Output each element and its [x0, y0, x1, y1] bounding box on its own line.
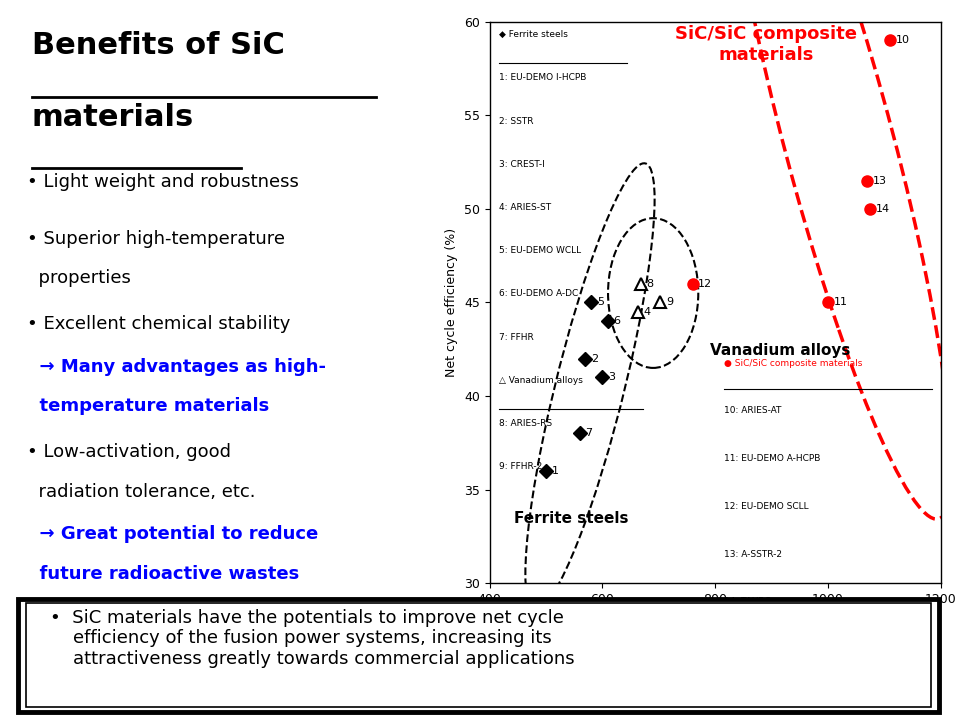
Text: 6: EU-DEMO A-DC: 6: EU-DEMO A-DC — [498, 289, 578, 299]
Text: 3: CREST-I: 3: CREST-I — [498, 160, 544, 168]
Text: Ferrite steels: Ferrite steels — [515, 511, 629, 526]
Text: ● SiC/SiC composite materials: ● SiC/SiC composite materials — [724, 359, 863, 367]
Text: •  SiC materials have the potentials to improve net cycle
    efficiency of the : • SiC materials have the potentials to i… — [50, 608, 574, 668]
Text: • Light weight and robustness: • Light weight and robustness — [27, 173, 300, 191]
Text: future radioactive wastes: future radioactive wastes — [27, 565, 300, 583]
Text: 14: TAURO: 14: TAURO — [724, 598, 772, 606]
Text: 13: 13 — [873, 176, 887, 186]
FancyBboxPatch shape — [18, 599, 939, 711]
Text: 1: 1 — [552, 466, 559, 476]
Text: materials: materials — [32, 102, 194, 132]
FancyBboxPatch shape — [27, 603, 930, 706]
Text: 11: 11 — [833, 297, 848, 307]
Text: Benefits of SiC: Benefits of SiC — [32, 32, 284, 60]
Text: 9: 9 — [666, 297, 673, 307]
Text: 12: 12 — [698, 279, 712, 289]
Text: △ Vanadium alloys: △ Vanadium alloys — [498, 376, 583, 385]
Text: temperature materials: temperature materials — [27, 397, 270, 415]
Text: → Many advantages as high-: → Many advantages as high- — [27, 358, 326, 376]
Text: 3: 3 — [608, 372, 615, 382]
Text: 8: 8 — [646, 279, 654, 289]
Text: 13: A-SSTR-2: 13: A-SSTR-2 — [724, 549, 782, 559]
Y-axis label: Net cycle efficiency (%): Net cycle efficiency (%) — [445, 228, 458, 377]
Text: 5: 5 — [597, 297, 604, 307]
Text: 8: ARIES-RS: 8: ARIES-RS — [498, 419, 552, 428]
Text: 1: EU-DEMO I-HCPB: 1: EU-DEMO I-HCPB — [498, 73, 586, 82]
Text: radiation tolerance, etc.: radiation tolerance, etc. — [27, 482, 255, 500]
Text: 2: 2 — [591, 354, 598, 364]
Text: 10: ARIES-AT: 10: ARIES-AT — [724, 406, 781, 415]
Text: 12: EU-DEMO SCLL: 12: EU-DEMO SCLL — [724, 502, 809, 510]
Text: 7: 7 — [586, 428, 592, 438]
Text: 4: ARIES-ST: 4: ARIES-ST — [498, 203, 551, 212]
Text: 10: 10 — [896, 35, 910, 45]
Text: properties: properties — [27, 269, 132, 287]
Text: 5: EU-DEMO WCLL: 5: EU-DEMO WCLL — [498, 246, 581, 256]
Text: → Great potential to reduce: → Great potential to reduce — [27, 526, 319, 544]
Text: • Low-activation, good: • Low-activation, good — [27, 443, 231, 461]
Text: SiC/SiC composite
materials: SiC/SiC composite materials — [675, 25, 857, 64]
Text: 14: 14 — [876, 204, 890, 214]
Text: 9: FFHR-2: 9: FFHR-2 — [498, 462, 541, 472]
Text: 2: SSTR: 2: SSTR — [498, 117, 533, 125]
Text: 4: 4 — [643, 307, 651, 317]
Text: • Excellent chemical stability: • Excellent chemical stability — [27, 315, 291, 333]
Text: 7: FFHR: 7: FFHR — [498, 333, 534, 342]
Text: Vanadium alloys: Vanadium alloys — [709, 343, 850, 358]
Text: ◆ Ferrite steels: ◆ Ferrite steels — [498, 30, 567, 39]
Text: 6: 6 — [613, 316, 621, 326]
Text: • Superior high-temperature: • Superior high-temperature — [27, 230, 285, 248]
X-axis label: Maximum temperature in blanket structures (°C): Maximum temperature in blanket structure… — [563, 611, 868, 624]
Text: 11: EU-DEMO A-HCPB: 11: EU-DEMO A-HCPB — [724, 454, 821, 463]
